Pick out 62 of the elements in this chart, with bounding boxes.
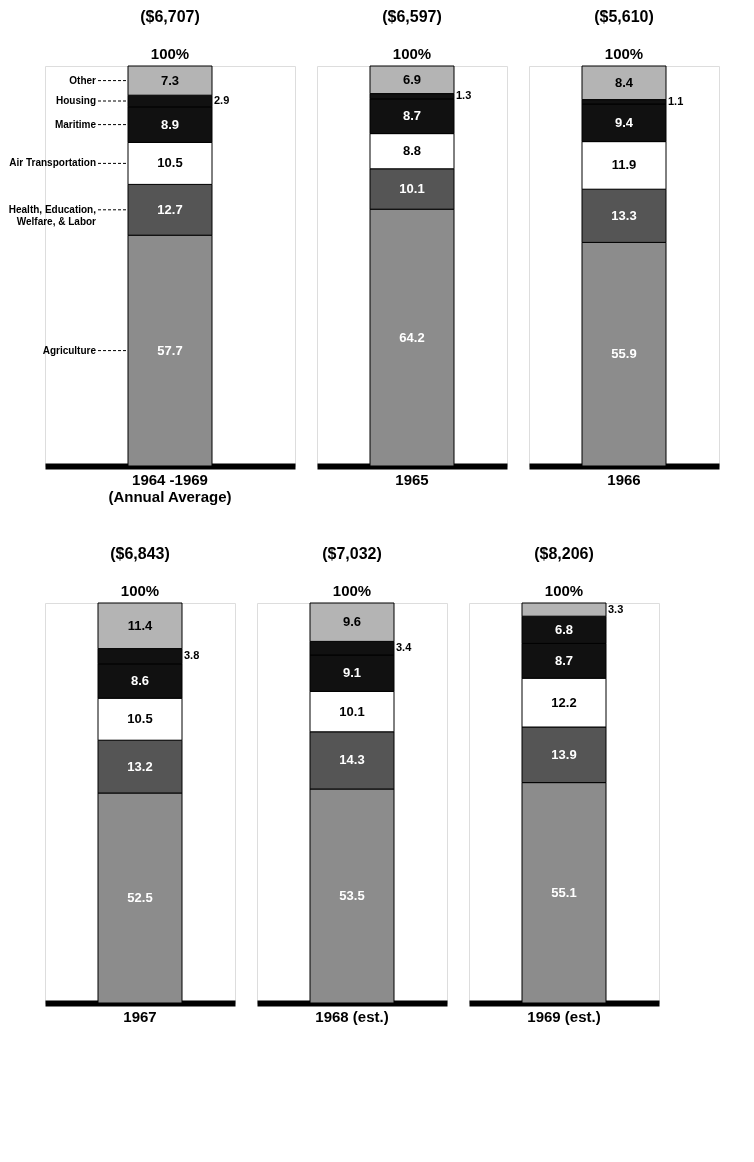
data-label: 3.4	[396, 641, 413, 654]
data-label: 9.6	[342, 614, 362, 630]
x-tick-label: 1964 -1969 (Annual Average)	[108, 470, 232, 505]
data-label: 9.4	[614, 114, 634, 130]
data-label: 8.7	[402, 108, 422, 124]
total-label: 100%	[392, 45, 432, 62]
data-label: 10.1	[339, 703, 365, 719]
data-label: 8.6	[130, 673, 150, 688]
x-tick-label: 1969 (est.)	[527, 1007, 601, 1025]
total-label: 100%	[544, 582, 584, 599]
data-label: 12.7	[157, 201, 183, 217]
data-label: 57.7	[157, 342, 183, 358]
data-label: 10.5	[157, 155, 183, 171]
total-label: 100%	[604, 45, 644, 62]
data-label: 13.3	[611, 207, 637, 223]
data-label: 55.1	[551, 884, 577, 900]
x-tick-label: 1966	[607, 470, 641, 488]
data-label: 6.8	[554, 621, 574, 637]
data-label: 8.8	[402, 143, 422, 159]
data-label: 10.1	[399, 181, 425, 196]
data-label: 13.9	[551, 746, 577, 762]
data-label: 2.9	[214, 94, 230, 106]
data-label: 1.1	[668, 94, 684, 107]
legend-label: Air Transportation	[9, 157, 96, 169]
data-label: 8.7	[554, 652, 574, 668]
bar	[369, 65, 455, 95]
chart-title: ($5,610)	[594, 8, 654, 25]
chart-title: ($7,032)	[322, 545, 382, 562]
legend-label: Maritime	[54, 118, 97, 130]
total-label: 100%	[150, 45, 190, 62]
x-tick-label: 1965	[395, 470, 429, 488]
data-label: 6.9	[402, 71, 422, 87]
total-label: 100%	[120, 582, 160, 599]
data-label: 3.8	[184, 649, 200, 662]
chart-title: ($6,707)	[140, 8, 200, 25]
x-tick-label: 1968 (est.)	[315, 1007, 389, 1025]
chart-title: ($6,597)	[382, 8, 442, 25]
legend-label: Other	[69, 74, 97, 86]
chart-title: ($6,843)	[110, 545, 170, 562]
data-label: 11.9	[611, 157, 637, 173]
data-label: 11.4	[127, 617, 154, 633]
x-tick-label: 1967	[123, 1007, 157, 1025]
data-label: 7.3	[160, 72, 180, 88]
bar	[581, 65, 667, 101]
data-label: 14.3	[339, 752, 365, 768]
data-label: 53.5	[339, 888, 365, 903]
data-label: 10.5	[127, 711, 153, 727]
data-label: 64.2	[399, 329, 425, 345]
data-label: 9.1	[342, 665, 362, 681]
data-label: 1.3	[456, 89, 472, 102]
data-label: 3.3	[608, 602, 624, 615]
legend-label: Health, Education, Welfare, & Labor	[8, 203, 97, 227]
total-label: 100%	[332, 582, 372, 599]
data-label: 8.9	[160, 116, 180, 132]
data-label: 55.9	[611, 346, 637, 362]
data-label: 12.2	[551, 694, 577, 710]
data-label: 52.5	[127, 890, 153, 905]
data-label: 8.4	[614, 74, 634, 90]
legend-label: Agriculture	[42, 344, 97, 356]
legend-label: Housing	[56, 95, 96, 106]
chart-title: ($8,206)	[534, 545, 594, 562]
data-label: 13.2	[127, 758, 153, 774]
